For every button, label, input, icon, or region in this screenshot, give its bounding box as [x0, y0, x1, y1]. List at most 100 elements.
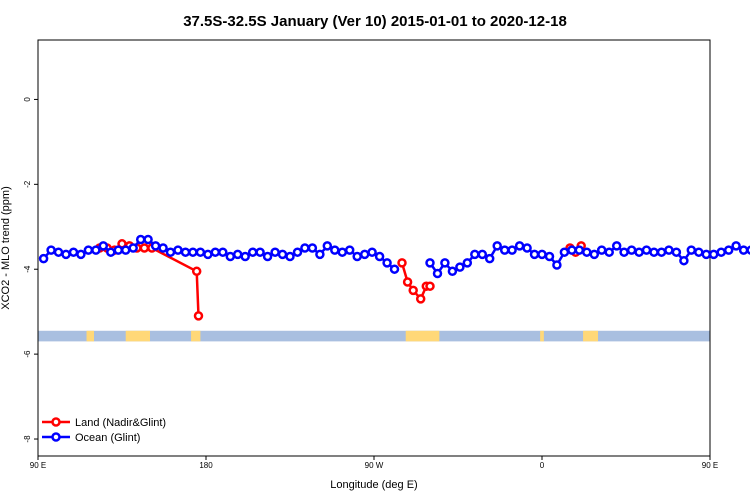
data-point — [537, 249, 547, 260]
legend: Land (Nadir&Glint) Ocean (Glint) — [42, 417, 166, 444]
data-point — [83, 245, 94, 255]
x-tick-label: 180 — [199, 461, 213, 470]
land-patch — [86, 330, 94, 342]
data-point — [203, 249, 213, 260]
y-axis-label: XCO2 - MLO trend (ppm) — [0, 186, 12, 309]
data-point — [38, 253, 49, 264]
y-tick-label: -8 — [23, 435, 32, 443]
data-point — [191, 266, 202, 277]
legend-land-label: Land (Nadir&Glint) — [75, 417, 166, 429]
data-point — [664, 245, 674, 255]
data-point — [188, 247, 198, 257]
data-point — [139, 243, 150, 253]
land-patch — [191, 330, 201, 342]
data-point — [440, 258, 450, 268]
y-tick-label: -2 — [23, 180, 32, 188]
land-patch — [125, 330, 150, 342]
data-point — [68, 247, 79, 257]
data-point — [113, 245, 124, 255]
data-point — [529, 249, 540, 260]
data-point — [240, 251, 250, 262]
data-point — [619, 247, 629, 257]
series-layer — [38, 234, 750, 321]
data-point — [158, 243, 168, 253]
x-tick-label: 90 E — [702, 461, 718, 470]
data-point — [344, 245, 355, 255]
legend-land-marker — [51, 417, 61, 427]
data-point — [694, 247, 704, 257]
land-mask-band — [38, 330, 710, 342]
data-point — [337, 247, 348, 257]
data-point — [544, 251, 555, 262]
data-point — [686, 245, 697, 255]
data-point — [330, 245, 340, 255]
data-point — [98, 241, 109, 251]
data-point — [499, 245, 510, 255]
data-point — [300, 243, 310, 253]
data-point — [679, 255, 689, 266]
data-point — [382, 258, 392, 268]
data-point — [716, 247, 726, 257]
data-point — [582, 247, 592, 257]
data-point — [150, 241, 161, 251]
y-axis: 0 -2 -4 -6 -8 — [23, 97, 38, 443]
data-point — [671, 247, 682, 257]
data-point — [322, 241, 333, 251]
data-point — [53, 247, 64, 257]
data-point — [484, 253, 495, 264]
data-point — [402, 277, 413, 287]
data-point — [455, 262, 465, 272]
series-ocean — [38, 234, 750, 279]
land-patch — [583, 330, 598, 342]
data-point — [180, 247, 191, 257]
data-point — [225, 251, 236, 262]
data-point — [143, 234, 153, 245]
x-axis-label: Longitude (deg E) — [330, 479, 417, 491]
chart-title: 37.5S-32.5S January (Ver 10) 2015-01-01 … — [183, 13, 567, 30]
data-point — [61, 249, 71, 260]
x-tick-label: 90 W — [365, 461, 384, 470]
y-tick-label: -4 — [23, 265, 32, 273]
data-point — [634, 247, 644, 257]
data-point — [270, 247, 280, 257]
data-point — [723, 245, 734, 255]
data-point — [165, 247, 176, 257]
data-point — [596, 245, 607, 255]
series-line — [151, 246, 200, 316]
y-tick-label: -6 — [23, 350, 32, 358]
data-point — [425, 258, 435, 268]
data-point — [232, 249, 243, 260]
data-point — [374, 251, 385, 262]
data-point — [492, 241, 502, 251]
data-point — [701, 249, 712, 260]
data-point — [447, 266, 458, 277]
data-point — [367, 247, 377, 257]
data-point — [76, 249, 86, 260]
data-point — [611, 241, 622, 251]
data-point — [415, 294, 426, 304]
data-point — [604, 247, 614, 257]
data-point — [708, 249, 719, 260]
data-point — [91, 245, 101, 255]
data-point — [477, 249, 488, 260]
data-point — [135, 234, 146, 245]
y-tick-label: 0 — [23, 97, 32, 102]
ocean-band — [38, 330, 710, 342]
x-axis: 90 E 180 90 W 0 90 E — [30, 456, 718, 470]
data-point — [255, 247, 265, 257]
data-point — [507, 245, 517, 255]
data-point — [589, 249, 600, 260]
x-tick-label: 0 — [540, 461, 545, 470]
data-point — [120, 245, 131, 255]
legend-ocean-marker — [51, 432, 61, 442]
data-point — [470, 249, 480, 260]
data-point — [641, 245, 652, 255]
data-point — [193, 311, 204, 321]
data-point — [210, 247, 221, 257]
data-point — [567, 245, 577, 255]
data-point — [397, 258, 407, 268]
data-point — [128, 243, 138, 253]
x-tick-label: 90 E — [30, 461, 46, 470]
data-point — [106, 247, 116, 257]
